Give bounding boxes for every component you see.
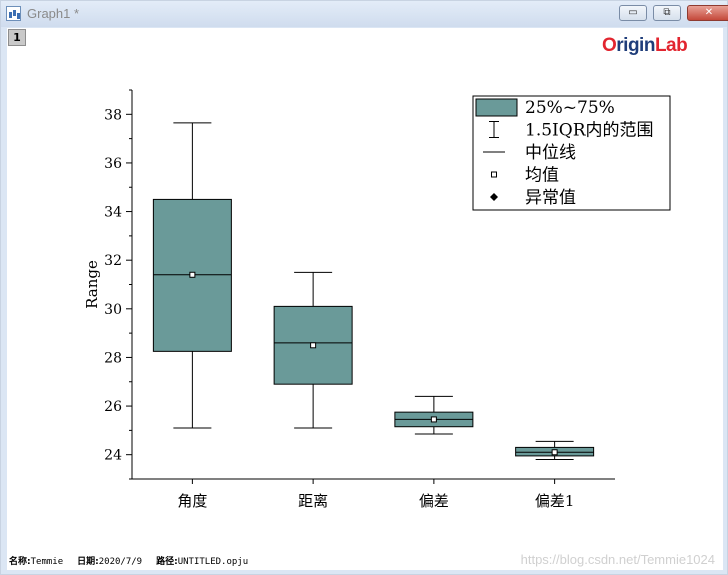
graph-window-icon: [6, 6, 21, 21]
y-tick-label: 28: [104, 350, 122, 366]
window-titlebar[interactable]: Graph1 * ▭ ⧉ ✕: [1, 1, 728, 27]
footer-name-value: Temmie: [30, 557, 64, 567]
y-tick-label: 36: [104, 156, 122, 172]
restore-button[interactable]: ⧉: [653, 5, 681, 21]
y-tick-label: 38: [104, 107, 122, 123]
originlab-logo: OriginLab: [602, 35, 688, 56]
mean-marker: [189, 271, 196, 278]
layer-tab[interactable]: 1: [8, 29, 26, 46]
footer-date-label: 日期:: [77, 557, 99, 567]
mean-marker: [310, 342, 317, 349]
legend-label: 25%~75%: [525, 98, 615, 118]
y-tick-label: 26: [104, 399, 122, 415]
box-1: [152, 122, 232, 429]
legend-swatch-mean: [491, 171, 497, 178]
legend-label: 中位线: [525, 143, 576, 163]
box-3: [394, 395, 474, 435]
watermark-text: https://blog.csdn.net/Temmie1024: [520, 552, 715, 567]
y-tick-label: 30: [104, 302, 122, 318]
x-tick-label: 偏差: [419, 492, 449, 510]
footer-path-value: UNTITLED.opju: [177, 557, 249, 567]
window-title: Graph1 *: [27, 6, 80, 21]
y-tick-label: 32: [104, 253, 122, 269]
box-2: [273, 271, 353, 429]
minimize-button[interactable]: ▭: [619, 5, 647, 21]
legend-label: 1.5IQR内的范围: [525, 121, 654, 141]
footer-info: 名称:Temmie 日期:2020/7/9 路径:UNTITLED.opju: [9, 554, 248, 567]
y-tick-label: 34: [104, 205, 122, 221]
y-axis-title: Range: [83, 260, 101, 309]
box-4: [515, 440, 595, 461]
legend-label: 异常值: [525, 188, 576, 208]
mean-marker: [430, 416, 437, 423]
legend-swatch-outlier: [490, 193, 498, 201]
y-tick-label: 24: [104, 448, 122, 464]
footer-date-value: 2020/7/9: [98, 557, 143, 567]
graph-canvas[interactable]: 1 OriginLab 24 26 28 30 32 34 36 38 Range 角度 距离 偏差 偏…: [7, 28, 723, 570]
x-tick-label: 角度: [177, 492, 207, 510]
footer-path-label: 路径:: [156, 557, 178, 567]
legend-swatch-box: [475, 98, 518, 117]
x-tick-label: 距离: [298, 492, 328, 510]
box-chart: 24 26 28 30 32 34 36 38 Range 角度 距离 偏差 偏差1 25%~75% 1.…: [83, 89, 671, 510]
legend-label: 均值: [525, 166, 559, 186]
close-button[interactable]: ✕: [687, 5, 728, 21]
footer-name-label: 名称:: [9, 557, 31, 567]
x-tick-label: 偏差1: [535, 492, 575, 510]
mean-marker: [551, 449, 558, 456]
